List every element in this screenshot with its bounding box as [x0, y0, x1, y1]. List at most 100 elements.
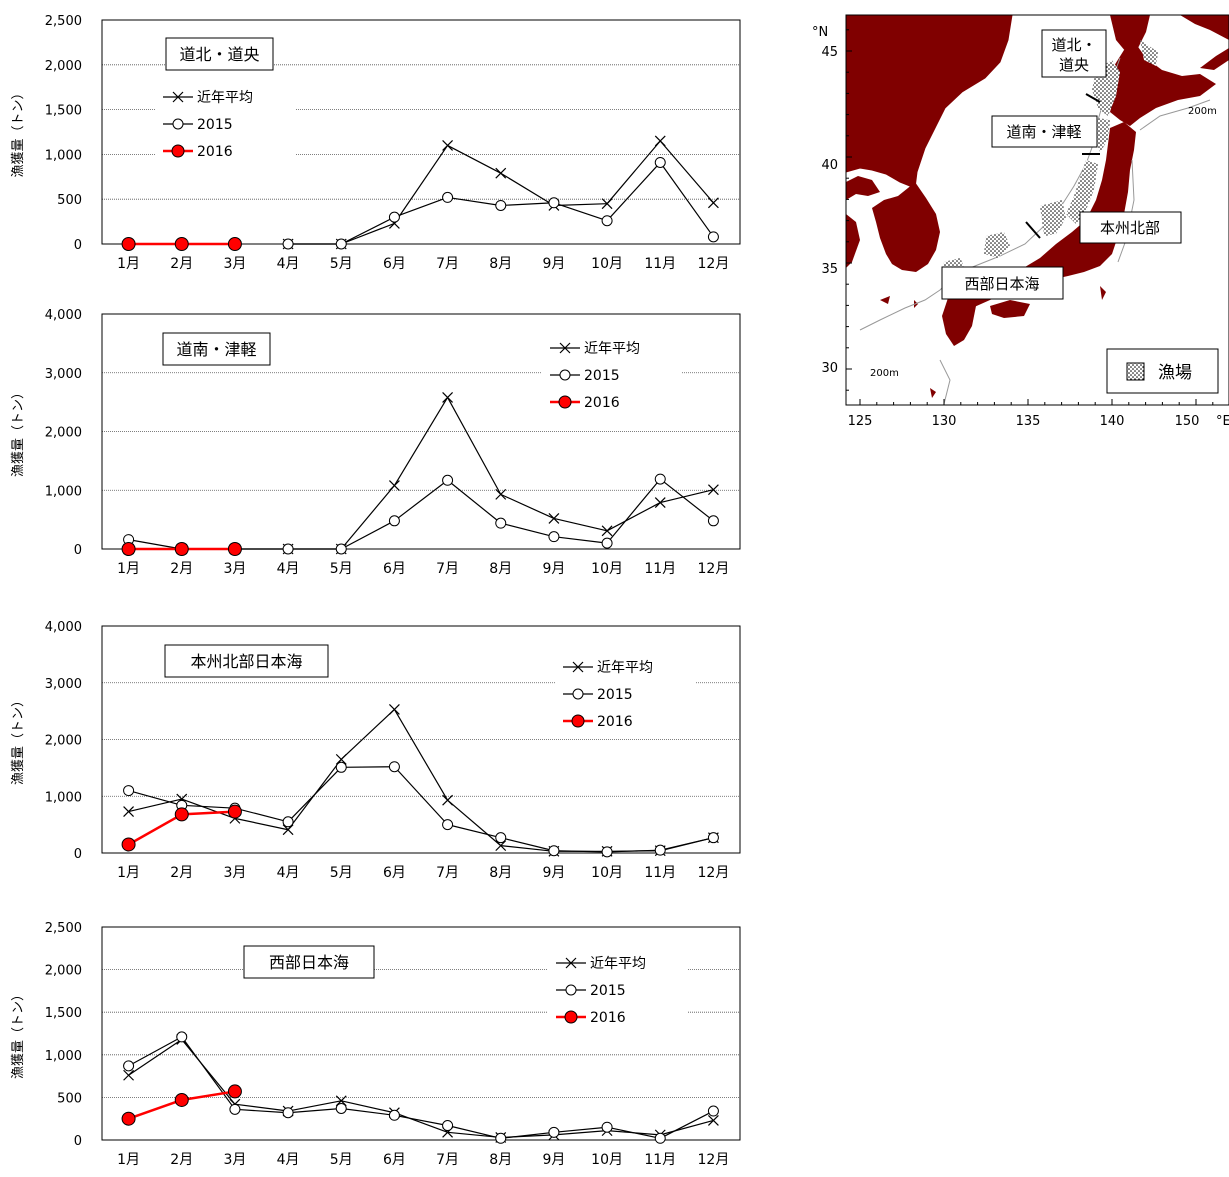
data-point-circle	[388, 1109, 400, 1121]
data-point-dot	[174, 807, 189, 822]
legend-marker-x	[565, 957, 577, 969]
map-fishing-ground-honshu-north	[1066, 160, 1098, 224]
legend-label: 2015	[584, 368, 620, 384]
series-line	[341, 1107, 395, 1116]
x-tick-label: 5月	[330, 256, 353, 272]
data-point-circle	[229, 1103, 241, 1115]
map-region-label-dohoku: 道北・ 道央	[1041, 29, 1107, 78]
series-line	[447, 196, 501, 207]
data-point-x	[123, 1069, 135, 1081]
series-line	[340, 708, 395, 760]
legend-marker-dot	[571, 714, 585, 728]
data-point-circle	[601, 846, 613, 858]
map-fishing-ground-west	[984, 232, 1010, 258]
data-point-x	[282, 824, 294, 836]
x-tick-label: 12月	[698, 561, 730, 577]
series-2016	[121, 542, 242, 556]
x-tick-label: 6月	[383, 561, 406, 577]
legend: 近年平均 2015 2016	[555, 653, 695, 735]
legend-label: 近年平均	[590, 956, 646, 972]
series-line	[447, 824, 501, 839]
map-land-korea	[872, 182, 940, 272]
legend-marker-dot	[171, 144, 185, 158]
data-point-x	[123, 806, 135, 817]
series-line	[394, 479, 448, 522]
y-tick-label: 2,000	[45, 426, 82, 441]
x-tick-label: 5月	[330, 561, 353, 577]
data-point-x	[601, 525, 613, 537]
series-line	[394, 1112, 448, 1133]
x-tick-label: 9月	[542, 561, 565, 577]
data-point-dot	[227, 1084, 242, 1099]
x-tick-label: 5月	[330, 1152, 353, 1168]
y-tick-label: 500	[57, 1091, 82, 1106]
x-tick-label: 1月	[117, 865, 140, 881]
y-axis-label: 漁獲量（トン）	[11, 988, 26, 1079]
data-point-x	[495, 167, 507, 179]
series-2016	[121, 237, 242, 251]
chart-title: 道南・津軽	[176, 340, 256, 359]
legend-marker-circle	[572, 688, 584, 700]
x-tick-label: 12月	[698, 256, 730, 272]
series-line	[340, 520, 395, 550]
series-line	[234, 1103, 289, 1112]
legend-marker-circle	[559, 369, 571, 381]
data-point-circle	[601, 1121, 613, 1133]
data-point-x	[335, 753, 347, 765]
data-point-circle	[442, 191, 454, 203]
data-point-x	[442, 794, 454, 806]
data-point-circle	[495, 832, 507, 844]
y-tick-label: 1,000	[45, 1049, 82, 1064]
series-line	[606, 502, 661, 532]
map-axis-ticks	[846, 29, 1214, 405]
legend-label: 2016	[590, 1010, 626, 1026]
data-point-circle	[123, 785, 135, 797]
data-point-circle	[601, 215, 613, 227]
series-line	[128, 539, 182, 550]
chart-panel: 0 500 1,000 1,500 2,000 2,500 1月 2月 3月 4月 5月 6月 7月 8月…	[11, 14, 741, 272]
map-frame	[845, 14, 1229, 406]
y-tick-label: 500	[57, 193, 82, 208]
series-line	[234, 1108, 289, 1114]
y-tick-label: 4,000	[45, 620, 82, 635]
legend: 近年平均 2015 2016	[548, 949, 688, 1031]
map-land-liaodong	[846, 176, 880, 200]
series-line	[340, 216, 395, 245]
x-tick-label: 3月	[223, 561, 246, 577]
legend-label: 近年平均	[197, 90, 253, 106]
data-point-circle	[442, 1120, 454, 1132]
series-line	[341, 766, 395, 768]
map-region-label-donan: 道南・津軽	[991, 115, 1098, 148]
y-tick-label: 2,000	[45, 59, 82, 74]
series-line	[340, 485, 395, 550]
series-line	[500, 1131, 554, 1139]
legend-label: 2015	[197, 117, 233, 133]
map-land-continent	[846, 15, 1013, 189]
legend-label: 2015	[597, 687, 633, 703]
x-tick-label: 7月	[436, 256, 459, 272]
series-line	[447, 144, 502, 174]
legend-marker-circle	[565, 984, 577, 996]
series-line	[606, 140, 661, 205]
data-point-circle	[654, 844, 666, 856]
data-point-x	[707, 197, 719, 209]
series-line	[660, 837, 714, 851]
data-point-circle	[707, 832, 719, 844]
series-2015	[282, 156, 719, 250]
y-tick-label: 0	[74, 238, 82, 253]
data-point-circle	[123, 1060, 135, 1072]
series-line	[553, 1126, 608, 1133]
series-line	[659, 140, 714, 204]
y-tick-label: 0	[74, 543, 82, 558]
data-point-dot	[121, 837, 136, 852]
y-tick-label: 1,000	[45, 484, 82, 499]
data-point-x	[548, 513, 560, 524]
x-tick-label: 11月	[644, 561, 676, 577]
y-tick-label: 0	[74, 1134, 82, 1149]
x-tick-label: 11月	[644, 256, 676, 272]
x-tick-label: 2月	[170, 1152, 193, 1168]
data-point-circle	[335, 1102, 347, 1114]
series-2015	[123, 1031, 719, 1144]
map-region-label: 本州北部	[1100, 219, 1160, 237]
